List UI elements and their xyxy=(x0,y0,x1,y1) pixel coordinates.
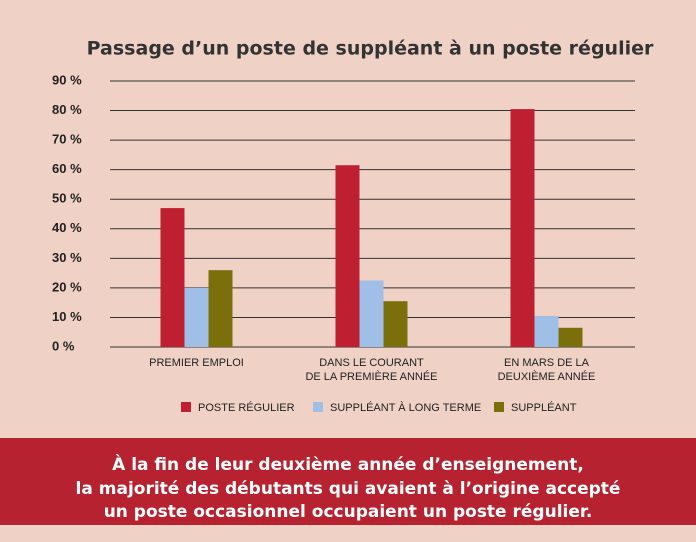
banner-text: la majorité des débutants qui avaient à … xyxy=(75,478,621,499)
y-tick-label: 60 % xyxy=(52,161,82,176)
x-tick-label: DANS LE COURANT DE LA PREMIÈRE ANNÉE xyxy=(305,357,438,383)
bar xyxy=(359,280,384,347)
bar xyxy=(534,315,559,347)
banner-text: un poste occasionnel occupaient un poste… xyxy=(103,502,593,522)
y-tick-label: 30 % xyxy=(52,250,82,265)
legend-label: SUPPLÉANT xyxy=(511,401,577,414)
y-tick-label: 0 % xyxy=(52,338,75,353)
legend-swatch xyxy=(494,402,504,412)
y-tick-label: 80 % xyxy=(52,102,82,117)
x-tick-label: PREMIER EMPLOI xyxy=(149,357,244,369)
bar xyxy=(160,208,185,347)
legend-label: SUPPLÉANT À LONG TERME xyxy=(330,401,481,414)
y-tick-label: 70 % xyxy=(52,132,82,147)
legend-label: POSTE RÉGULIER xyxy=(198,401,295,414)
banner: À la fin de leur deuxième année d’enseig… xyxy=(0,438,696,525)
banner-text: À la fin de leur deuxième année d’enseig… xyxy=(112,455,584,475)
y-tick-label: 20 % xyxy=(52,279,82,294)
chart: Passage d’un poste de suppléant à un pos… xyxy=(52,38,654,414)
legend-swatch xyxy=(313,402,323,412)
bar xyxy=(335,165,360,347)
y-tick-label: 40 % xyxy=(52,220,82,235)
bar xyxy=(510,109,535,347)
chart-title: Passage d’un poste de suppléant à un pos… xyxy=(87,38,654,60)
bar xyxy=(558,327,583,347)
y-tick-label: 10 % xyxy=(52,309,82,324)
legend-swatch xyxy=(181,402,191,412)
y-tick-label: 90 % xyxy=(52,72,82,87)
bar xyxy=(184,287,209,347)
y-tick-label: 50 % xyxy=(52,191,82,206)
bar xyxy=(383,301,408,347)
x-tick-label: EN MARS DE LA DEUXIÈME ANNÉE xyxy=(497,357,596,383)
bar xyxy=(208,270,233,347)
